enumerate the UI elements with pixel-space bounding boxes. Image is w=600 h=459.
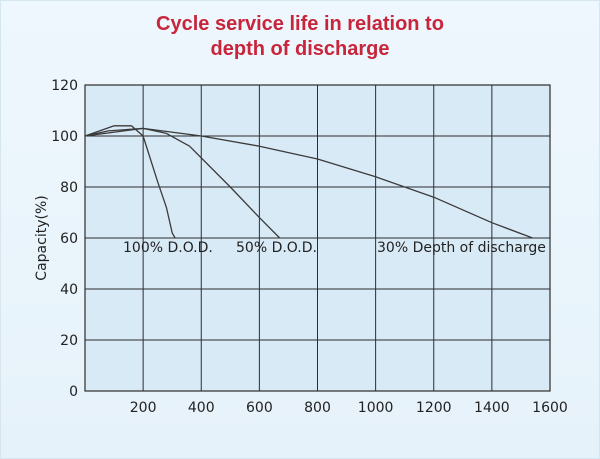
series-line-1 xyxy=(84,125,176,239)
grid-lines xyxy=(85,84,551,392)
y-tick-label: 40 xyxy=(60,282,78,298)
y-axis-label: Capacity(%) xyxy=(34,195,50,280)
x-tick-label: 600 xyxy=(246,400,273,416)
y-tick-label: 60 xyxy=(60,231,78,247)
y-tick-label: 0 xyxy=(69,384,78,400)
chart-title: Cycle service life in relation to depth … xyxy=(0,12,600,62)
y-tick-label: 100 xyxy=(51,129,78,145)
series-lines xyxy=(84,125,533,239)
y-tick-label: 80 xyxy=(60,180,78,196)
x-axis-ticks: 200 400 600 800 1000 1200 1400 1600 xyxy=(130,400,568,416)
chart-title-line-1: Cycle service life in relation to xyxy=(156,13,444,35)
x-tick-label: 200 xyxy=(130,400,157,416)
x-tick-label: 400 xyxy=(188,400,215,416)
series-label-1: 100% D.O.D. xyxy=(123,240,213,256)
x-tick-label: 1200 xyxy=(416,400,452,416)
y-tick-label: 20 xyxy=(60,333,78,349)
x-tick-label: 1600 xyxy=(532,400,568,416)
series-label-2: 50% D.O.D. xyxy=(236,240,317,256)
series-line-3 xyxy=(84,127,533,239)
x-tick-label: 1000 xyxy=(358,400,394,416)
chart-title-line-2: depth of discharge xyxy=(210,38,390,60)
x-tick-label: 1400 xyxy=(474,400,510,416)
series-line-2 xyxy=(84,127,281,239)
series-label-3: 30% Depth of discharge xyxy=(377,240,546,256)
y-tick-label: 120 xyxy=(51,78,78,94)
y-axis-ticks: 0 20 40 60 80 100 120 xyxy=(51,78,78,400)
series-labels: 100% D.O.D. 50% D.O.D. 30% Depth of discha… xyxy=(123,240,546,256)
x-tick-label: 800 xyxy=(304,400,331,416)
